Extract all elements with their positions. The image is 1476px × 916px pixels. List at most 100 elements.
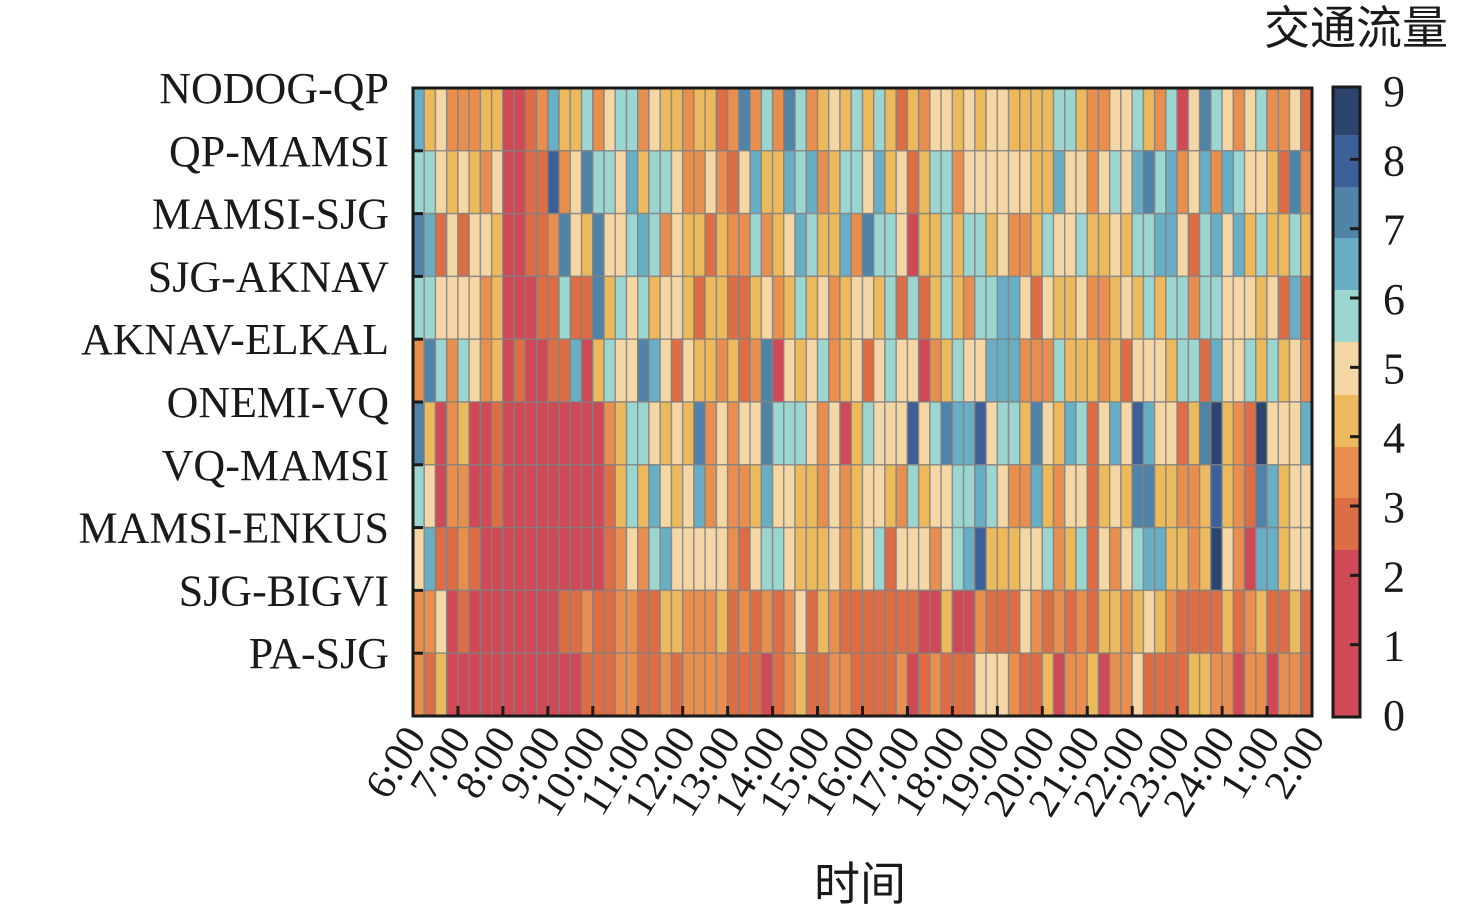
heatmap-cell [1255, 526, 1268, 592]
heatmap-cell [906, 589, 920, 654]
heatmap-cell [535, 338, 549, 403]
heatmap-cell [738, 87, 751, 152]
heatmap-cell [1277, 338, 1291, 403]
heatmap-cell [929, 401, 942, 466]
heatmap-cell [816, 464, 830, 529]
heatmap-cell [1232, 275, 1246, 340]
heatmap-cell [985, 652, 999, 717]
heatmap-cell [872, 275, 886, 340]
heatmap-cell [412, 652, 425, 717]
heatmap-cell [962, 464, 976, 529]
heatmap-cell [558, 652, 572, 717]
heatmap-cell [1255, 150, 1268, 215]
heatmap-cell [996, 150, 1010, 215]
heatmap-cell [1232, 87, 1246, 152]
heatmap-cell [962, 212, 976, 278]
heatmap-cell [1243, 275, 1257, 340]
heatmap-cell [828, 338, 841, 403]
heatmap-cell [479, 464, 493, 529]
heatmap-cell [962, 589, 976, 654]
heatmap-cell [828, 401, 841, 466]
heatmap-cell [1165, 275, 1178, 340]
heatmap-cell [468, 338, 482, 403]
heatmap-cell [1153, 87, 1167, 152]
heatmap-cell [558, 589, 572, 654]
heatmap-cell [1131, 589, 1145, 654]
heatmap-cell [468, 652, 482, 717]
heatmap-cell [1232, 526, 1246, 592]
heatmap-cell [625, 464, 639, 529]
heatmap-cell [490, 212, 504, 278]
heatmap-cell [445, 212, 459, 278]
heatmap-cell [1131, 401, 1145, 466]
heatmap-cell [670, 652, 684, 717]
heatmap-cell [1187, 212, 1201, 278]
heatmap-cell [535, 212, 549, 278]
heatmap-cell [637, 338, 650, 403]
x-axis-label: 时间 [814, 859, 906, 910]
heatmap-cell [917, 212, 931, 278]
heatmap-cell [805, 150, 819, 215]
heatmap-cell [783, 401, 796, 466]
heatmap-cell [592, 87, 605, 152]
heatmap-cell [794, 275, 808, 340]
heatmap-cell [412, 464, 425, 529]
heatmap-cell [569, 338, 583, 403]
heatmap-cell [648, 87, 661, 152]
heatmap-cell [434, 150, 448, 215]
heatmap-cell [917, 526, 931, 592]
heatmap-cell [1165, 652, 1178, 717]
heatmap-cell [670, 212, 684, 278]
heatmap-cell [884, 87, 897, 152]
colorbar-swatch [1333, 550, 1360, 717]
heatmap-cell [917, 652, 931, 717]
heatmap-cell [513, 589, 527, 654]
heatmap-cell [1221, 589, 1235, 654]
heatmap-cell [1097, 150, 1111, 215]
heatmap-cell [828, 150, 841, 215]
colorbar-swatch [1333, 135, 1360, 187]
heatmap-cell [1187, 338, 1201, 403]
heatmap-cell [625, 526, 639, 592]
heatmap-cell [951, 338, 965, 403]
heatmap-cell [1255, 212, 1268, 278]
heatmap-cell [670, 401, 684, 466]
heatmap-cell [839, 338, 853, 403]
heatmap-cell [1277, 275, 1291, 340]
heatmap-cell [468, 275, 482, 340]
heatmap-cell [681, 212, 695, 278]
heatmap-cell [828, 87, 841, 152]
heatmap-cell [1120, 526, 1133, 592]
heatmap-cell [1187, 401, 1201, 466]
heatmap-cell [592, 275, 605, 340]
heatmap-cell [850, 212, 864, 278]
colorbar-swatch [1333, 395, 1360, 447]
heatmap-cell [861, 212, 875, 278]
heatmap-cell [1165, 401, 1178, 466]
heatmap-cell [625, 652, 639, 717]
heatmap-cell [1120, 464, 1133, 529]
heatmap-cell [760, 526, 774, 592]
heatmap-cell [985, 526, 999, 592]
heatmap-cell [940, 87, 954, 152]
heatmap-cell [816, 212, 830, 278]
y-tick-label: NODOG-QP [159, 64, 389, 113]
heatmap-cell [704, 150, 718, 215]
heatmap-cell [1019, 589, 1032, 654]
heatmap-cell [1007, 464, 1021, 529]
heatmap-cell [771, 526, 785, 592]
heatmap-cell [951, 401, 965, 466]
heatmap-cell [1007, 401, 1021, 466]
heatmap-cell [1165, 338, 1178, 403]
heatmap-cell [670, 87, 684, 152]
heatmap-cell [1187, 275, 1201, 340]
heatmap-cell [1064, 338, 1077, 403]
heatmap-cell [760, 212, 774, 278]
heatmap-cell [771, 464, 785, 529]
heatmap-cell [1075, 275, 1088, 340]
heatmap-cell [1108, 87, 1122, 152]
heatmap-cell [929, 338, 942, 403]
heatmap-cell [1176, 87, 1190, 152]
heatmap-cell [513, 87, 527, 152]
